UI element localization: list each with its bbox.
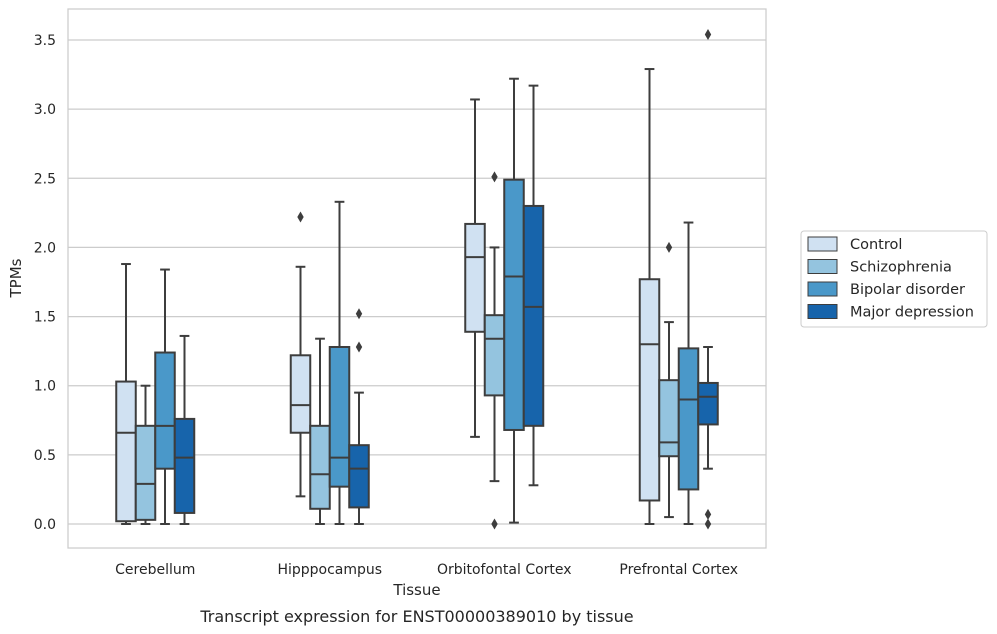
box	[154, 268, 176, 525]
y-tick-label: 0.0	[34, 517, 56, 533]
chart-caption: Transcript expression for ENST0000038901…	[199, 607, 633, 626]
legend-item: Schizophrenia	[807, 259, 952, 276]
legend-swatch	[807, 304, 838, 319]
box	[522, 84, 545, 487]
y-tick-label: 2.5	[34, 171, 56, 187]
box-iqr	[115, 380, 137, 523]
legend-swatch	[807, 281, 838, 297]
legend-label: Major depression	[850, 305, 974, 321]
legend-label: Control	[850, 237, 902, 253]
box-iqr	[658, 379, 680, 458]
box-iqr	[697, 381, 719, 426]
outlier-point	[704, 508, 712, 520]
box	[464, 98, 486, 438]
box	[173, 334, 196, 525]
box-iqr	[173, 417, 196, 514]
x-axis-ticks: Cerebellum Hipppocampus Orbitofontal Corte…	[115, 562, 738, 578]
x-axis-title: Tissue	[392, 581, 440, 599]
legend-item: Control	[807, 236, 902, 253]
box	[503, 77, 525, 524]
outlier-point	[491, 171, 498, 183]
legend-frame	[800, 230, 988, 328]
outlier-point	[297, 211, 304, 223]
box-iqr	[289, 354, 312, 434]
x-tick-label: Prefrontal Cortex	[619, 562, 738, 578]
series-bipolar-disorder	[154, 77, 700, 525]
legend-item: Bipolar disorder	[807, 281, 965, 298]
box-iqr	[464, 222, 486, 333]
box	[658, 241, 680, 519]
y-tick-label: 0.5	[34, 448, 56, 464]
series-major-depression	[173, 28, 719, 530]
box	[289, 211, 312, 498]
series-schizophrenia	[134, 171, 680, 530]
y-axis-title: TPMs	[7, 258, 25, 298]
box-iqr	[348, 444, 370, 509]
y-tick-label: 1.0	[34, 379, 56, 395]
outlier-point	[704, 28, 712, 40]
y-tick-label: 1.5	[34, 310, 56, 326]
box-iqr	[638, 278, 661, 502]
box	[328, 200, 351, 525]
y-axis-ticks: 0.0 0.5 1.0 1.5 2.0 2.5 3.0 3.5	[34, 33, 56, 533]
outlier-point	[491, 518, 498, 530]
y-tick-label: 3.5	[34, 33, 56, 49]
x-tick-label: Cerebellum	[115, 562, 195, 578]
box-iqr	[309, 424, 331, 510]
outlier-point	[355, 341, 363, 353]
legend-item: Major depression	[807, 304, 974, 321]
outlier-point	[665, 241, 673, 253]
box	[677, 221, 700, 525]
x-tick-label: Hipppocampus	[277, 562, 382, 578]
box	[638, 68, 661, 525]
legend-label: Bipolar disorder	[850, 282, 965, 298]
legend-swatch	[807, 236, 838, 252]
box-iqr	[677, 347, 700, 491]
box-iqr	[483, 314, 506, 397]
y-tick-label: 3.0	[34, 102, 56, 118]
box	[309, 337, 331, 525]
box	[697, 28, 719, 530]
series-control	[115, 68, 661, 525]
legend-swatch	[807, 259, 838, 274]
box	[483, 171, 506, 530]
box-iqr	[522, 204, 545, 427]
box-iqr	[328, 345, 351, 488]
outlier-point	[355, 308, 363, 320]
box	[134, 384, 157, 525]
legend-label: Schizophrenia	[850, 260, 952, 276]
legend: Control Schizophrenia Bipolar disorder Majo…	[800, 230, 988, 328]
box-iqr	[154, 351, 176, 470]
box-plot-series	[115, 28, 719, 530]
box	[115, 263, 137, 525]
y-tick-label: 2.0	[34, 240, 56, 256]
x-tick-label: Orbitofontal Cortex	[437, 562, 572, 578]
outlier-point	[704, 518, 712, 530]
box-iqr	[503, 178, 525, 431]
box-iqr	[134, 424, 157, 521]
box	[348, 308, 370, 525]
plot-area-frame	[67, 8, 767, 549]
